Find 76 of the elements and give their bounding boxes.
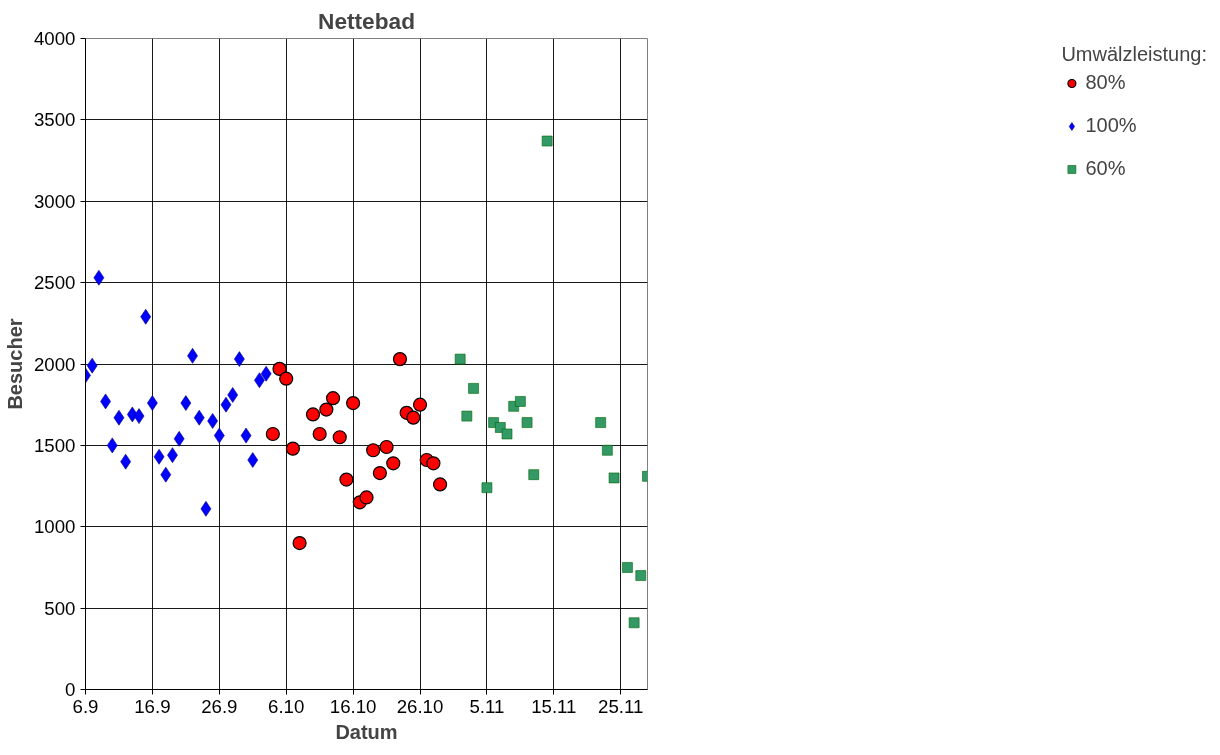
x-tick-label: 6.10 [268,695,305,717]
point [454,353,466,365]
point [622,562,633,573]
point [160,466,172,483]
point [312,426,327,442]
x-tick-label: 16.9 [134,695,171,717]
point [339,472,354,487]
point [180,395,192,411]
point [521,417,533,428]
point [247,452,259,468]
point [461,410,473,422]
point [240,427,252,444]
point [305,407,321,422]
point [346,395,361,411]
x-tick-label: 26.9 [201,695,238,717]
legend-label: 80% [1085,71,1126,94]
point [386,456,401,471]
point [279,371,294,386]
point [332,430,347,445]
point [541,135,553,147]
point [392,352,408,367]
point [153,448,165,465]
x-tick-label: 16.10 [329,695,377,717]
point [602,444,613,456]
point [260,365,272,382]
y-tick-label: 4000 [34,28,76,49]
point [366,443,381,458]
point [113,409,125,426]
x-tick-label: 15.11 [531,695,577,717]
y-tick-label: 3000 [34,190,76,212]
point [325,391,341,406]
point [412,397,428,412]
point [86,357,98,374]
point [515,396,526,407]
chart-title: Nettebad [318,7,415,34]
point [635,570,647,581]
point [133,408,145,424]
y-axis-title: Besucher [4,318,26,410]
point [528,469,540,480]
x-tick-label: 26.10 [396,695,444,717]
y-tick-label: 2500 [34,272,76,294]
legend-title: Umwälzleistung: [1061,43,1207,66]
point [292,535,307,551]
y-tick-label: 1000 [34,516,76,538]
point [173,431,185,447]
legend-label: 100% [1085,114,1137,137]
point [595,417,606,428]
point [106,437,118,454]
point [285,441,300,456]
legend-label: 60% [1085,157,1126,180]
point [319,402,334,417]
point [406,410,421,425]
point [468,383,479,394]
point [608,472,620,484]
x-tick-label: 25.11 [598,695,644,717]
y-tick-label: 1500 [34,434,76,456]
point [426,456,441,471]
y-tick-label: 3500 [34,109,76,131]
point [193,409,205,426]
x-axis-title: Datum [335,720,398,743]
point [628,617,640,629]
y-tick-label: 500 [44,597,76,619]
point [372,465,387,481]
point [272,361,287,376]
point [93,269,105,286]
point [359,490,374,505]
x-tick-label: 5.11 [469,695,505,717]
point [433,477,448,492]
point [379,439,394,455]
point [481,482,493,493]
point [265,426,280,442]
point [501,428,513,440]
point [200,501,212,517]
point [140,309,152,325]
y-tick-label: 2000 [34,353,76,375]
point [220,396,232,413]
